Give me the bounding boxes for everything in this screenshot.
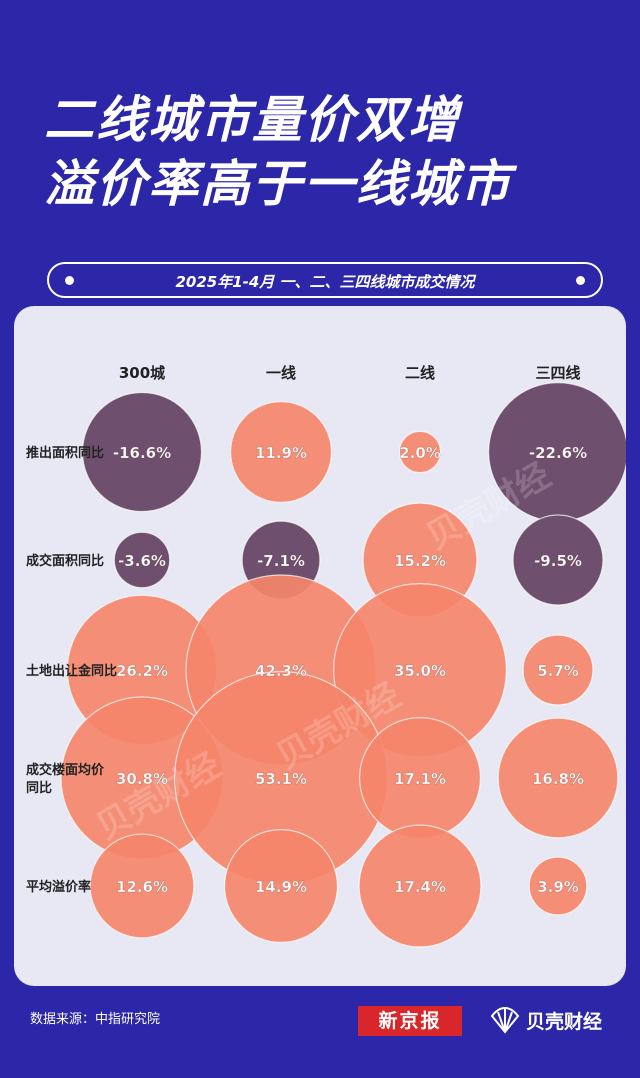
page-title: 二线城市量价双增 溢价率高于一线城市 [44,88,512,216]
data-bubble [81,391,203,513]
data-bubble [522,634,594,706]
beike-caijing-text: 贝壳财经 [526,1010,603,1033]
data-bubble [230,400,333,504]
data-bubble [497,717,619,839]
data-bubble [398,430,442,474]
title-line-2: 溢价率高于一线城市 [44,155,512,213]
data-label: -9.5% [534,552,582,570]
data-label: 35.0% [394,662,446,680]
chart-subtitle: 2025年1-4月 一、二、三四线城市成交情况 [175,273,475,291]
subtitle-dot-left [65,276,74,285]
row-header: 成交面积同比 [26,553,104,569]
data-bubble [358,824,482,948]
subtitle-dot-right [576,276,585,285]
data-label: 42.3% [255,662,307,680]
column-header: 二线 [405,364,435,382]
data-label: 3.9% [537,878,579,896]
data-label: -16.6% [113,444,171,462]
data-label: 12.6% [116,878,168,896]
row-header: 土地出让金同比 [26,663,117,679]
row-header: 同比 [26,780,52,796]
shell-icon [490,1006,520,1034]
row-header: 成交楼面均价 [26,762,105,778]
labels-layer: 300城 一线 二线 三四线推出面积同比成交面积同比土地出让金同比成交楼面均价同比平均… [26,364,587,896]
data-label: 14.9% [255,878,307,896]
data-label: -22.6% [529,444,587,462]
title-line-1: 二线城市量价双增 [44,91,460,149]
data-label: 5.7% [537,662,579,680]
subtitle-bar: 2025年1-4月 一、二、三四线城市成交情况 [47,262,603,298]
xinjingbao-logo: 新京报 [358,1006,462,1036]
data-label: -7.1% [257,552,305,570]
data-bubble [89,833,195,939]
data-label: 17.4% [394,878,446,896]
beike-caijing-logo: 贝壳财经 [490,1004,602,1036]
data-source: 数据来源：中指研究院 [30,1012,161,1027]
data-bubble [224,828,339,943]
bubbles-layer [60,382,626,948]
column-header: 一线 [266,364,296,382]
data-label: 16.8% [532,770,584,788]
data-label: 30.8% [116,770,168,788]
data-label: 53.1% [255,770,307,788]
data-label: 17.1% [394,770,446,788]
data-bubble [528,856,588,916]
data-bubble [113,531,171,589]
column-header: 三四线 [535,364,580,382]
row-header: 推出面积同比 [26,445,104,461]
data-bubble [512,514,604,606]
data-label: 11.9% [255,444,307,462]
data-label: 26.2% [116,662,168,680]
row-header: 平均溢价率 [26,879,91,895]
column-header: 300城 [119,364,165,382]
data-label: 15.2% [394,552,446,570]
data-label: 2.0% [399,444,441,462]
chart-panel: 贝壳财经 贝壳财经 贝壳财经 300城 一线 二线 三四线 推出面积同比 成交面积同比 土地出让金… [14,306,626,986]
data-label: -3.6% [118,552,166,570]
